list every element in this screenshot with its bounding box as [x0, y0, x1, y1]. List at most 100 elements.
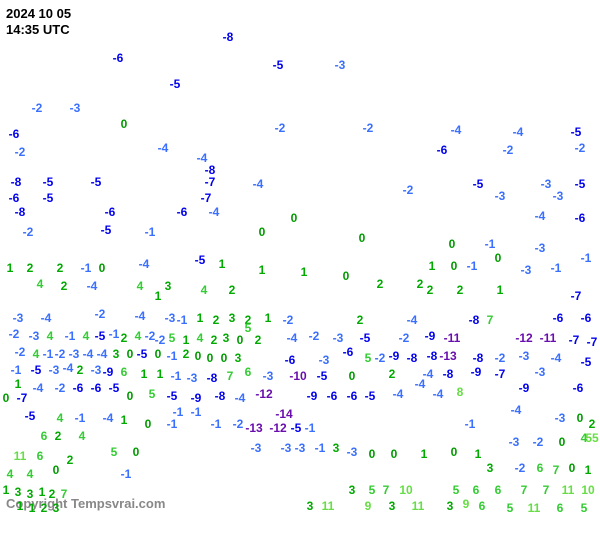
- data-point: -2: [95, 308, 106, 320]
- data-point: 7: [521, 484, 528, 496]
- data-point: 0: [451, 260, 458, 272]
- data-point: -6: [73, 382, 84, 394]
- data-point: 0: [237, 334, 244, 346]
- data-point: -4: [535, 210, 546, 222]
- data-point: 6: [537, 462, 544, 474]
- data-point: 5: [149, 388, 156, 400]
- data-point: 0: [195, 350, 202, 362]
- data-point: 4: [201, 284, 208, 296]
- data-point: -3: [49, 364, 60, 376]
- data-point: -4: [433, 388, 444, 400]
- data-point: -1: [167, 418, 178, 430]
- data-point: -4: [135, 310, 146, 322]
- data-point: -11: [444, 332, 461, 344]
- data-point: -4: [235, 392, 246, 404]
- data-point: 10: [581, 484, 594, 496]
- data-point: 1: [7, 262, 14, 274]
- data-point: -5: [360, 332, 371, 344]
- scatter-map: 2024 10 05 14:35 UTC Copyright Tempsvrai…: [0, 0, 600, 539]
- data-point: -3: [555, 412, 566, 424]
- data-point: 11: [562, 484, 575, 496]
- data-point: -1: [465, 418, 476, 430]
- data-point: -1: [315, 442, 326, 454]
- data-point: -4: [511, 404, 522, 416]
- data-point: -3: [29, 330, 40, 342]
- data-point: 9: [463, 498, 470, 510]
- data-point: 2: [589, 418, 596, 430]
- data-point: -4: [551, 352, 562, 364]
- data-point: -2: [15, 146, 26, 158]
- data-point: 5: [245, 322, 252, 334]
- data-point: 6: [557, 502, 564, 514]
- data-point: 0: [259, 226, 266, 238]
- data-point: -4: [415, 378, 426, 390]
- data-point: 2: [427, 284, 434, 296]
- data-point: -2: [155, 334, 166, 346]
- data-point: -5: [25, 410, 36, 422]
- data-point: -2: [55, 348, 66, 360]
- data-point: 3: [113, 348, 120, 360]
- data-point: 0: [127, 390, 134, 402]
- data-point: 4: [7, 468, 14, 480]
- data-point: 6: [37, 450, 44, 462]
- data-point: -6: [327, 390, 338, 402]
- data-point: -1: [121, 468, 132, 480]
- data-point: 0: [391, 448, 398, 460]
- data-point: -9: [425, 330, 436, 342]
- data-point: -12: [255, 388, 272, 400]
- data-point: -3: [13, 312, 24, 324]
- data-point: -4: [83, 348, 94, 360]
- data-point: -2: [9, 328, 20, 340]
- data-point: 0: [121, 118, 128, 130]
- data-point: 4: [47, 330, 54, 342]
- data-point: 1: [183, 334, 190, 346]
- data-point: -2: [403, 184, 414, 196]
- data-point: -2: [15, 346, 26, 358]
- data-point: -2: [23, 226, 34, 238]
- data-point: 3: [53, 502, 60, 514]
- data-point: -1: [43, 348, 54, 360]
- data-point: -5: [273, 59, 284, 71]
- data-point: -3: [91, 364, 102, 376]
- data-point: 3: [447, 500, 454, 512]
- data-point: -4: [393, 388, 404, 400]
- data-point: 3: [27, 488, 34, 500]
- data-point: 2: [49, 488, 56, 500]
- data-point: 7: [543, 484, 550, 496]
- data-point: -4: [253, 178, 264, 190]
- data-point: 1: [197, 312, 204, 324]
- data-point: 1: [141, 368, 148, 380]
- data-point: 5: [581, 502, 588, 514]
- data-point: -5: [137, 348, 148, 360]
- data-point: 2: [57, 262, 64, 274]
- data-point: -2: [32, 102, 43, 114]
- data-point: -10: [289, 370, 306, 382]
- data-point: 0: [133, 446, 140, 458]
- data-point: 11: [528, 502, 541, 514]
- data-point: 11: [14, 450, 27, 462]
- data-point: 3: [229, 312, 236, 324]
- data-point: -3: [535, 242, 546, 254]
- data-point: -1: [81, 262, 92, 274]
- data-point: -4: [87, 280, 98, 292]
- data-point: -4: [139, 258, 150, 270]
- data-point: 2: [255, 334, 262, 346]
- data-point: -6: [285, 354, 296, 366]
- data-point: 1: [219, 258, 226, 270]
- data-point: -1: [167, 350, 178, 362]
- data-point: 3: [349, 484, 356, 496]
- data-point: -6: [177, 206, 188, 218]
- data-point: 3: [307, 500, 314, 512]
- data-point: 2: [229, 284, 236, 296]
- data-point: -6: [91, 382, 102, 394]
- data-point: 4: [57, 412, 64, 424]
- data-point: -5: [575, 178, 586, 190]
- data-point: -1: [467, 260, 478, 272]
- data-point: -8: [15, 206, 26, 218]
- data-point: -1: [177, 314, 188, 326]
- data-point: -6: [573, 382, 584, 394]
- header-time: 14:35 UTC: [6, 22, 70, 37]
- data-point: 0: [451, 446, 458, 458]
- data-point: 0: [291, 212, 298, 224]
- data-point: -3: [535, 366, 546, 378]
